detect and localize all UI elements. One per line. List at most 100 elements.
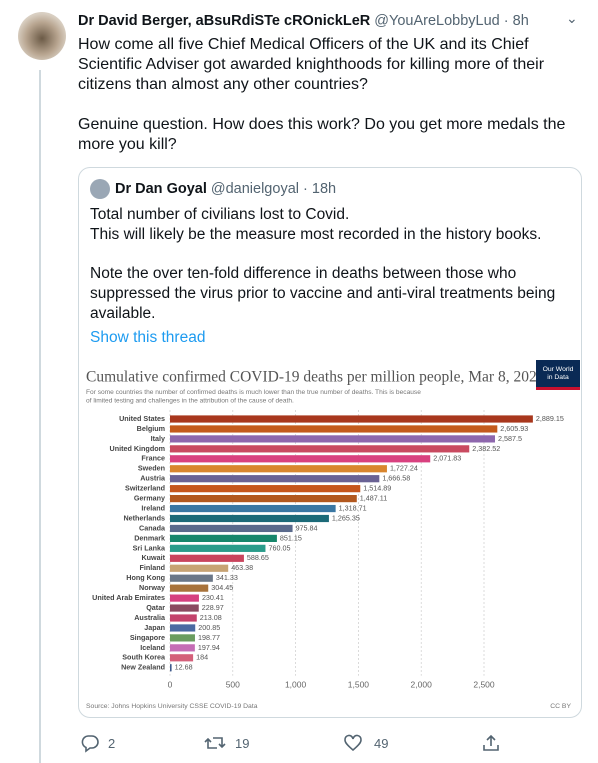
x-tick-label: 500 <box>226 679 240 689</box>
category-label: Qatar <box>146 603 165 612</box>
time[interactable]: 8h <box>512 13 529 29</box>
handle: @danielgoyal <box>210 181 299 197</box>
like-icon[interactable] <box>343 733 363 753</box>
value-label: 341.33 <box>216 573 238 582</box>
bar <box>170 644 195 652</box>
share-icon[interactable] <box>481 733 501 753</box>
category-label: Iceland <box>140 643 165 652</box>
paragraph: Genuine question. How does this work? Do… <box>78 116 566 153</box>
value-label: 1,265.35 <box>332 513 360 522</box>
action-bar: 2 19 49 <box>80 733 590 755</box>
value-label: 2,587.5 <box>498 434 522 443</box>
logo-text: Our World <box>543 366 574 373</box>
bar <box>170 584 209 592</box>
value-label: 228.97 <box>202 603 224 612</box>
chart-title: Cumulative confirmed COVID-19 deaths per… <box>86 369 544 386</box>
quoted-avatar <box>90 179 110 199</box>
bar <box>170 455 431 463</box>
source: Source: Johns Hopkins University CSSE CO… <box>86 703 258 710</box>
author[interactable]: Dr David Berger, aBsuRdiSTe cROnickLeR <box>78 13 371 29</box>
paragraph: Note the over ten-fold difference in dea… <box>90 265 556 322</box>
category-label: Sweden <box>138 464 165 473</box>
bar <box>170 604 199 612</box>
category-label: Canada <box>139 523 166 532</box>
value-label: 1,666.58 <box>382 474 410 483</box>
value-label: 851.15 <box>280 533 302 542</box>
value-label: 2,071.83 <box>433 454 461 463</box>
value-label: 197.94 <box>198 643 220 652</box>
category-label: Germany <box>134 494 165 503</box>
quoted-text: Total number of civilians lost to Covid.… <box>90 205 560 348</box>
value-label: 1,727.24 <box>390 464 418 473</box>
bar <box>170 544 266 552</box>
bar <box>170 465 387 473</box>
value-label: 975.84 <box>296 523 318 532</box>
category-label: United Kingdom <box>110 444 166 453</box>
more-menu[interactable]: ⌄ <box>566 10 578 26</box>
value-label: 200.85 <box>198 623 220 632</box>
time: 18h <box>311 181 337 197</box>
category-label: New Zealand <box>121 663 165 672</box>
x-tick-label: 2,000 <box>411 679 433 689</box>
value-label: 230.41 <box>202 593 224 602</box>
bar <box>170 514 329 523</box>
bar <box>170 425 498 433</box>
reply-count: 2 <box>108 736 116 751</box>
value-label: 184 <box>196 653 208 662</box>
category-label: Italy <box>151 434 165 443</box>
value-label: 760.05 <box>268 543 290 552</box>
category-label: Belgium <box>137 424 165 433</box>
show-thread-link[interactable]: Show this thread <box>90 329 206 346</box>
value-label: 213.08 <box>200 613 222 622</box>
line: This will likely be the measure most rec… <box>90 226 542 243</box>
bar <box>170 495 357 503</box>
chart-subtitle: of limited testing and challenges in the… <box>86 397 294 404</box>
quoted-header: Dr Dan Goyal @danielgoyal · 18h <box>115 181 337 197</box>
bar <box>170 435 495 443</box>
category-label: Norway <box>139 583 165 592</box>
avatar[interactable] <box>18 12 66 60</box>
category-label: South Korea <box>122 653 166 662</box>
category-label: Japan <box>144 623 165 632</box>
bar <box>170 564 229 572</box>
bar <box>170 445 470 453</box>
bar <box>170 664 172 672</box>
value-label: 304.45 <box>211 583 233 592</box>
logo <box>536 360 580 390</box>
value-label: 1,318.71 <box>339 503 367 512</box>
category-label: Denmark <box>134 533 165 542</box>
bar <box>170 614 197 622</box>
category-label: Switzerland <box>125 484 165 493</box>
value-label: 2,382.52 <box>472 444 500 453</box>
x-tick-label: 1,000 <box>285 679 307 689</box>
category-label: Austria <box>140 474 166 483</box>
paragraph: How come all five Chief Medical Officers… <box>78 36 545 93</box>
value-label: 463.38 <box>231 563 253 572</box>
bar <box>170 574 213 582</box>
chart: Cumulative confirmed COVID-19 deaths per… <box>86 360 580 710</box>
bar <box>170 634 195 642</box>
retweet-count: 19 <box>235 736 250 751</box>
retweet-icon[interactable] <box>204 733 226 753</box>
category-label: United Arab Emirates <box>92 593 165 602</box>
value-label: 12.68 <box>175 663 193 672</box>
bar <box>170 475 380 483</box>
thread-line <box>39 70 41 763</box>
reply-icon[interactable] <box>80 733 100 753</box>
bar <box>170 504 336 513</box>
value-label: 2,605.93 <box>500 424 528 433</box>
category-label: Kuwait <box>141 553 165 562</box>
x-tick-label: 2,500 <box>473 679 495 689</box>
bar <box>170 534 277 542</box>
value-label: 198.77 <box>198 633 220 642</box>
logo-text: in Data <box>547 374 569 381</box>
value-label: 2,889.15 <box>536 414 564 423</box>
handle[interactable]: @YouAreLobbyLud <box>374 13 500 29</box>
x-tick-label: 0 <box>168 679 173 689</box>
quoted-tweet[interactable]: Dr Dan Goyal @danielgoyal · 18h Total nu… <box>78 167 582 718</box>
category-label: France <box>141 454 165 463</box>
bar <box>170 594 199 602</box>
tweet-text: How come all five Chief Medical Officers… <box>78 35 566 175</box>
category-label: Australia <box>134 613 166 622</box>
